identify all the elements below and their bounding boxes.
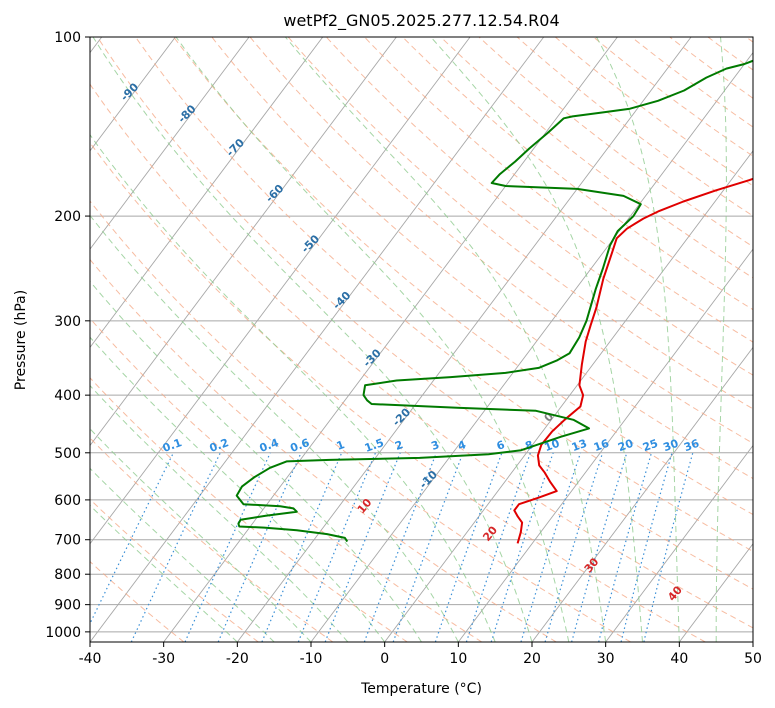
mixing-ratio-line (297, 452, 377, 642)
isotherm-line (90, 37, 324, 349)
mixing-ratio-label: 1.5 (363, 436, 386, 455)
mixing-ratio-label: 36 (682, 437, 701, 455)
moist-adiabat (90, 133, 496, 642)
moist-adiabat (430, 37, 643, 642)
mixing-ratio-label: 1 (335, 438, 347, 453)
moist-adiabat (285, 37, 607, 642)
dry-adiabat (516, 37, 753, 217)
y-tick-label: 100 (54, 30, 81, 46)
plot-frame (89, 36, 754, 643)
dry-adiabat (325, 37, 753, 376)
y-tick-label: 200 (54, 209, 81, 225)
dry-adiabat (478, 37, 753, 248)
mixing-ratio-line (130, 452, 221, 642)
x-tick-label: -30 (152, 651, 175, 667)
dry-adiabat (90, 83, 753, 629)
mixing-ratio-line (261, 452, 343, 642)
mixing-ratio-label: 0.6 (289, 436, 312, 455)
mixing-ratio-label: 0.2 (208, 436, 231, 455)
axis-ticks: -40 -30 -20 -10 0 10 20 30 40 5010020030040050060… (45, 30, 762, 667)
dry-adiabat (554, 37, 753, 187)
mixing-ratio-label: 8 (523, 438, 535, 453)
dry-adiabat (90, 317, 483, 642)
mixing-ratio-line (520, 452, 582, 642)
moist-adiabat (92, 37, 533, 642)
isotherm-line (531, 346, 753, 642)
dry-adiabat (173, 37, 753, 516)
mixing-ratio-label: 30 (661, 437, 680, 455)
mixing-ratio-label: 0.4 (258, 436, 281, 455)
dry-adiabat (364, 37, 753, 343)
x-axis-label: Temperature (°C) (360, 681, 482, 697)
dry-adiabat (90, 200, 632, 642)
isotherm-line (90, 37, 176, 152)
dry-adiabat (90, 258, 557, 642)
mixing-ratio-label: 3 (429, 438, 441, 453)
mixing-ratio-label: 16 (592, 437, 611, 455)
y-tick-label: 800 (54, 567, 81, 583)
x-tick-label: -20 (226, 651, 249, 667)
isotherm-line (90, 37, 471, 545)
x-tick-label: 0 (380, 651, 389, 667)
temperature-profile (513, 177, 753, 544)
isotherm-line (90, 37, 250, 250)
x-tick-label: 50 (744, 651, 762, 667)
y-tick-label: 700 (54, 533, 81, 549)
isotherm-line (236, 37, 692, 642)
dry-adiabat (90, 377, 408, 642)
y-tick-label: 600 (54, 493, 81, 509)
mixing-ratio-line (90, 452, 174, 625)
mixing-ratio-label: 2 (393, 438, 405, 453)
moist-adiabat (715, 37, 727, 642)
moist-adiabat (90, 504, 238, 642)
dry-adiabat (90, 437, 334, 642)
isotherm-line (384, 150, 753, 642)
mixing-ratio-label: 4 (456, 438, 468, 453)
y-tick-label: 300 (54, 314, 81, 330)
x-tick-label: 10 (449, 651, 467, 667)
moist-adiabat (90, 428, 312, 642)
moist-adiabat (90, 336, 386, 642)
dry-adiabat (96, 37, 753, 590)
isotherm-line (457, 248, 753, 642)
chart-title: wetPf2_GN05.2025.277.12.54.R04 (283, 11, 559, 31)
profiles (235, 59, 753, 544)
x-tick-label: -10 (300, 651, 323, 667)
mixing-ratio-label: 25 (641, 437, 660, 454)
mixing-ratio-label: 20 (616, 437, 635, 455)
isotherm-line (90, 37, 545, 642)
isotherm-line (605, 444, 753, 642)
x-tick-label: 30 (597, 651, 615, 667)
isotherm-line (90, 37, 397, 447)
moist-adiabat (90, 214, 459, 642)
y-tick-label: 1000 (45, 625, 81, 641)
moist-adiabat (175, 37, 570, 642)
mixing-ratio-label: 13 (570, 437, 589, 454)
moist-adiabat (90, 280, 422, 642)
y-tick-label: 500 (54, 446, 81, 462)
x-tick-label: -40 (79, 651, 102, 667)
mixing-ratio-line (465, 452, 531, 642)
moist-adiabat (90, 384, 349, 642)
dewpoint-profile (235, 59, 753, 543)
y-axis-label: Pressure (hPa) (13, 290, 29, 390)
x-tick-label: 40 (670, 651, 688, 667)
mixing-ratio-line (490, 452, 554, 642)
mixing-ratio-line (434, 452, 503, 642)
mixing-ratio-label: 6 (495, 438, 507, 453)
dry-adiabat (249, 37, 753, 444)
isotherm-line (310, 51, 753, 642)
moist-adiabat (596, 37, 680, 642)
mixing-ratio-label: 0.1 (161, 436, 184, 455)
x-tick-label: 20 (523, 651, 541, 667)
y-tick-label: 400 (54, 388, 81, 404)
dry-adiabat (211, 37, 753, 480)
y-tick-label: 900 (54, 598, 81, 614)
dry-adiabat (135, 37, 753, 552)
